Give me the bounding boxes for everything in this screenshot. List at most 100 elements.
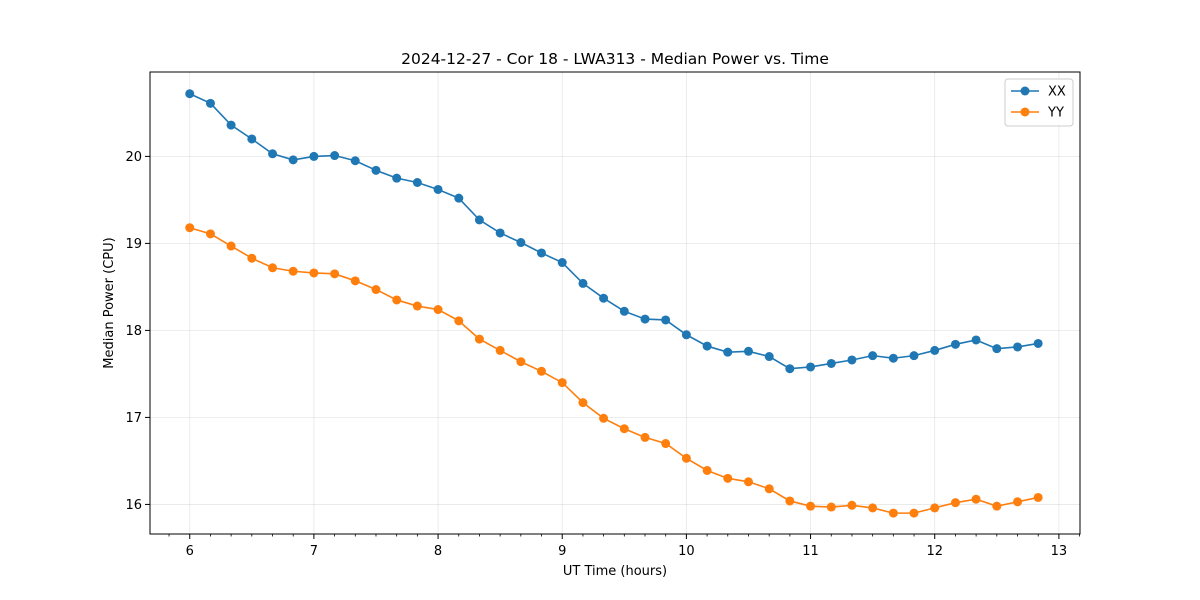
data-point-xx (1013, 342, 1023, 352)
data-point-yy (1033, 492, 1043, 502)
data-point-yy (433, 305, 443, 315)
data-point-xx (454, 193, 464, 203)
data-point-xx (268, 149, 278, 159)
data-point-xx (743, 346, 753, 356)
series-layer (185, 89, 1043, 518)
x-tick-label: 8 (434, 544, 442, 559)
y-tick-label: 19 (125, 237, 142, 252)
data-point-yy (392, 295, 402, 305)
data-point-xx (661, 315, 671, 325)
data-point-yy (619, 424, 629, 434)
data-point-xx (205, 98, 215, 108)
data-point-xx (723, 347, 733, 357)
data-point-yy (1013, 497, 1023, 507)
data-point-yy (557, 378, 567, 388)
data-point-xx (599, 293, 609, 303)
data-point-xx (640, 314, 650, 324)
x-tick-label: 7 (310, 544, 318, 559)
data-point-yy (247, 253, 257, 263)
data-point-xx (350, 156, 360, 166)
legend-label-xx: XX (1048, 85, 1066, 100)
data-point-yy (992, 501, 1002, 511)
data-point-xx (764, 352, 774, 362)
data-point-yy (536, 366, 546, 376)
data-point-yy (826, 502, 836, 512)
x-tick-label: 11 (802, 544, 819, 559)
data-point-xx (516, 238, 526, 248)
data-point-yy (454, 316, 464, 326)
y-tick-label: 18 (125, 324, 142, 339)
legend-label-yy: YY (1047, 106, 1064, 121)
data-point-xx (495, 228, 505, 238)
chart-title: 2024-12-27 - Cor 18 - LWA313 - Median Po… (401, 50, 829, 68)
data-point-xx (557, 258, 567, 268)
data-point-yy (371, 285, 381, 295)
data-point-xx (806, 362, 816, 372)
data-point-yy (971, 494, 981, 504)
data-point-xx (185, 89, 195, 99)
data-point-yy (909, 508, 919, 518)
data-point-yy (516, 357, 526, 367)
data-point-xx (909, 351, 919, 361)
data-point-yy (681, 453, 691, 463)
y-axis-label: Median Power (CPU) (102, 237, 117, 368)
legend-marker-yy (1020, 107, 1030, 117)
data-point-xx (619, 306, 629, 316)
data-point-yy (640, 432, 650, 442)
data-point-yy (930, 503, 940, 513)
data-point-yy (288, 266, 298, 276)
data-point-yy (743, 477, 753, 487)
data-point-xx (785, 364, 795, 374)
data-point-xx (412, 177, 422, 187)
data-point-yy (350, 276, 360, 286)
data-point-yy (599, 413, 609, 423)
x-tick-label: 6 (186, 544, 194, 559)
data-point-yy (806, 501, 816, 511)
x-tick-label: 10 (678, 544, 695, 559)
data-point-yy (847, 500, 857, 510)
data-point-xx (474, 215, 484, 225)
grid (150, 72, 1080, 534)
data-point-yy (785, 496, 795, 506)
data-point-xx (971, 335, 981, 345)
data-point-yy (495, 345, 505, 355)
plot-frame (149, 71, 1081, 535)
data-point-yy (950, 498, 960, 508)
data-point-xx (392, 173, 402, 183)
x-tick-label: 12 (926, 544, 943, 559)
data-point-yy (268, 263, 278, 273)
data-point-xx (681, 330, 691, 340)
data-point-xx (702, 341, 712, 351)
data-point-xx (330, 151, 340, 161)
data-point-yy (474, 334, 484, 344)
data-point-xx (371, 165, 381, 175)
data-point-yy (226, 241, 236, 251)
data-point-yy (330, 269, 340, 279)
x-axis-label: UT Time (hours) (563, 564, 667, 579)
data-point-yy (764, 484, 774, 494)
y-tick-label: 16 (125, 498, 142, 513)
data-point-xx (309, 151, 319, 161)
x-tick-label: 13 (1051, 544, 1068, 559)
data-point-xx (888, 353, 898, 363)
data-point-yy (412, 301, 422, 311)
data-point-yy (578, 398, 588, 408)
data-point-xx (847, 355, 857, 365)
data-point-xx (247, 134, 257, 144)
data-point-xx (1033, 338, 1043, 348)
data-point-yy (661, 439, 671, 449)
data-point-yy (868, 503, 878, 513)
legend: XX YY (1004, 78, 1074, 127)
x-tick-label: 9 (558, 544, 566, 559)
data-point-xx (826, 358, 836, 368)
axes: 6 7 8 9 10 11 12 13 16 17 18 19 20 (125, 150, 1080, 559)
data-point-yy (702, 465, 712, 475)
data-point-xx (226, 120, 236, 130)
data-point-yy (723, 473, 733, 483)
y-tick-label: 17 (125, 411, 142, 426)
data-point-xx (868, 351, 878, 361)
data-point-xx (930, 345, 940, 355)
data-point-yy (309, 268, 319, 278)
data-point-yy (888, 508, 898, 518)
